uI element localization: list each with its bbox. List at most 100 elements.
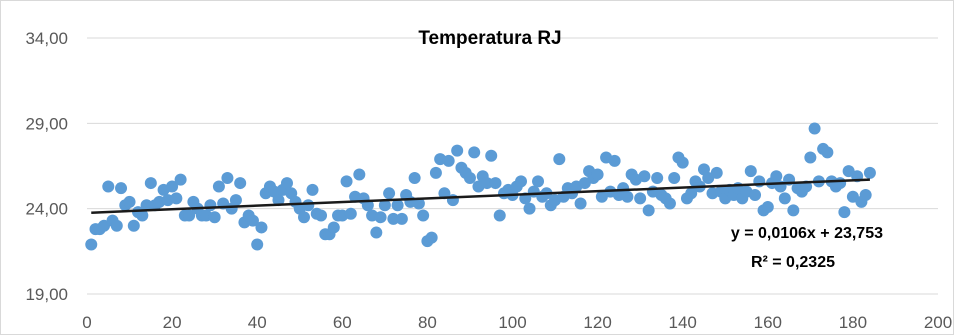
data-point: [183, 209, 196, 222]
x-tick-label: 20: [163, 313, 182, 332]
x-tick-label: 100: [498, 313, 526, 332]
x-tick-labels: 0 20 40 60 80 100 120 140 160 180 200: [82, 313, 952, 332]
data-point: [489, 177, 502, 190]
data-point: [344, 207, 357, 220]
data-point: [863, 166, 876, 179]
data-point: [710, 166, 723, 179]
data-point: [553, 153, 566, 166]
data-point: [340, 175, 353, 188]
data-point: [174, 173, 187, 186]
data-point: [834, 177, 847, 190]
data-point: [761, 200, 774, 213]
data-point: [280, 177, 293, 190]
data-point: [608, 154, 621, 167]
data-point: [246, 214, 259, 227]
data-point: [140, 199, 153, 212]
data-point: [804, 151, 817, 164]
y-tick-label: 19,00: [25, 285, 68, 304]
y-tick-labels: 19,00 24,00 29,00 34,00: [25, 29, 68, 304]
data-point: [298, 211, 311, 224]
data-point: [468, 146, 481, 159]
data-point: [251, 238, 264, 251]
data-point: [353, 168, 366, 181]
data-point: [387, 212, 400, 225]
x-tick-label: 200: [924, 313, 952, 332]
data-point: [634, 192, 647, 205]
data-point: [327, 221, 340, 234]
data-point: [749, 189, 762, 202]
data-point: [408, 171, 421, 184]
data-point: [668, 171, 681, 184]
data-point: [391, 199, 404, 212]
data-point: [255, 221, 268, 234]
data-point: [429, 166, 442, 179]
data-point: [451, 144, 464, 157]
trendline: [91, 178, 870, 214]
data-point: [442, 154, 455, 167]
data-point: [591, 168, 604, 181]
data-point: [485, 149, 498, 162]
x-tick-label: 140: [669, 313, 697, 332]
data-point: [838, 206, 851, 219]
data-point: [115, 182, 128, 195]
data-point: [808, 122, 821, 135]
data-point: [463, 171, 476, 184]
x-tick-label: 40: [248, 313, 267, 332]
data-points: [85, 122, 876, 251]
data-point: [638, 170, 651, 183]
data-point: [685, 187, 698, 200]
x-tick-label: 0: [82, 313, 91, 332]
data-point: [221, 171, 234, 184]
data-point: [778, 192, 791, 205]
data-point: [374, 211, 387, 224]
data-point: [744, 165, 757, 178]
data-point: [676, 156, 689, 169]
data-point: [412, 197, 425, 210]
data-point: [787, 204, 800, 217]
chart-title: Temperatura RJ: [418, 28, 561, 49]
data-point: [166, 180, 179, 193]
data-point: [651, 171, 664, 184]
data-point: [315, 209, 328, 222]
data-point: [144, 177, 157, 190]
data-point: [770, 170, 783, 183]
data-point: [532, 175, 545, 188]
data-point: [383, 187, 396, 200]
data-point: [234, 177, 247, 190]
data-point: [170, 192, 183, 205]
x-tick-label: 60: [333, 313, 352, 332]
data-point: [859, 189, 872, 202]
trendline-equation: y = 0,0106x + 23,753: [731, 225, 883, 242]
data-point: [85, 238, 98, 251]
data-point: [127, 219, 140, 232]
y-tick-label: 24,00: [25, 200, 68, 219]
data-point: [417, 209, 430, 222]
y-tick-label: 34,00: [25, 29, 68, 48]
data-point: [123, 195, 136, 208]
data-point: [378, 199, 391, 212]
data-point: [663, 197, 676, 210]
data-point: [574, 197, 587, 210]
data-point: [621, 190, 634, 203]
data-point: [821, 146, 834, 159]
data-point: [229, 194, 242, 207]
data-point: [102, 180, 115, 193]
data-point: [204, 199, 217, 212]
data-point: [642, 204, 655, 217]
trendline-r-squared: R² = 0,2325: [751, 254, 835, 271]
data-point: [515, 175, 528, 188]
data-point: [302, 199, 315, 212]
data-point: [493, 209, 506, 222]
data-point: [208, 211, 221, 224]
x-tick-label: 120: [583, 313, 611, 332]
data-point: [212, 180, 225, 193]
data-point: [136, 209, 149, 222]
data-point: [272, 194, 285, 207]
data-point: [370, 226, 383, 239]
data-point: [306, 183, 319, 196]
x-tick-label: 80: [418, 313, 437, 332]
data-point: [110, 219, 123, 232]
data-point: [523, 202, 536, 215]
